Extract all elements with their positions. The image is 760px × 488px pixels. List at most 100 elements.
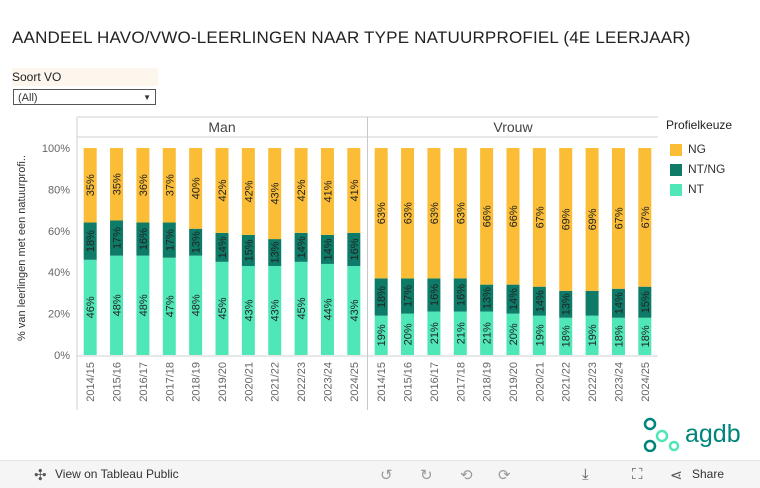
data-label: 35% (85, 174, 97, 196)
legend-item-nt[interactable]: NT (670, 182, 704, 196)
legend-label-nt-ng: NT/NG (688, 162, 726, 176)
bar-vrouw-nt (480, 311, 494, 355)
bar-man-nt (268, 265, 282, 355)
bar-man-nt-ng (347, 232, 361, 266)
data-label: 43% (349, 299, 361, 321)
legend-swatch-ng (670, 143, 682, 156)
bar-man-nt (162, 257, 176, 355)
data-label: 48% (138, 294, 150, 316)
share-button[interactable]: Share (692, 467, 725, 481)
bar-man-ng (268, 148, 282, 240)
data-label: 19% (534, 324, 546, 346)
filter-value: (All) (18, 92, 38, 104)
bar-man-nt (215, 261, 229, 355)
filter-label: Soort VO (12, 68, 158, 86)
undo-icon[interactable]: ↺ (380, 467, 393, 484)
data-label: 21% (429, 322, 441, 344)
legend-item-nt-ng[interactable]: NT/NG (670, 162, 725, 176)
bar-man-nt (347, 265, 361, 355)
bar-vrouw-nt-ng (532, 286, 546, 316)
x-tick-label: 2023/24 (322, 362, 334, 402)
panel-header-man: Man (208, 119, 235, 135)
bar-vrouw-nt-ng (638, 286, 652, 318)
legend-swatch-nt-ng (670, 163, 682, 176)
fullscreen-icon[interactable]: ⛶ (632, 466, 643, 483)
bar-vrouw-nt (427, 311, 441, 355)
x-tick-label: 2014/15 (376, 362, 388, 402)
bar-man-nt (294, 261, 308, 355)
data-label: 42% (217, 179, 229, 201)
data-label: 21% (455, 322, 467, 344)
legend-item-ng[interactable]: NG (670, 142, 706, 156)
data-label: 43% (243, 299, 255, 321)
bar-vrouw-ng (559, 148, 573, 291)
data-label: 14% (322, 238, 334, 260)
x-tick-label: 2024/25 (349, 362, 361, 402)
bar-vrouw-nt-ng (427, 278, 441, 312)
bar-vrouw-nt (506, 313, 520, 355)
chevron-down-icon: ▼ (143, 93, 151, 102)
data-label: 18% (561, 325, 573, 347)
bar-vrouw-ng (480, 148, 494, 285)
refresh-icon[interactable]: ⟳ (498, 467, 511, 484)
data-label: 17% (403, 285, 415, 307)
redo-icon[interactable]: ↻ (420, 467, 433, 484)
data-label: 44% (322, 298, 334, 320)
data-label: 67% (534, 206, 546, 228)
x-tick-label: 2018/19 (191, 362, 203, 402)
legend-title: Profielkeuze (666, 118, 733, 132)
bar-man-ng (83, 148, 97, 223)
bar-man-ng (294, 148, 308, 233)
bar-vrouw-nt-ng (611, 288, 625, 318)
x-tick-label: 2021/22 (270, 362, 282, 402)
data-label: 40% (191, 177, 203, 199)
data-label: 15% (640, 291, 652, 313)
tableau-icon: ✣ (34, 467, 47, 484)
data-label: 36% (138, 174, 150, 196)
bar-vrouw-nt (401, 313, 415, 355)
bar-vrouw-nt (611, 317, 625, 355)
bar-vrouw-nt-ng (453, 278, 467, 312)
bar-man-nt (320, 263, 334, 355)
x-tick-label: 2015/16 (112, 362, 124, 402)
bar-man-ng (136, 148, 150, 223)
bar-man-nt-ng (241, 234, 255, 266)
data-label: 19% (376, 324, 388, 346)
bar-man-nt-ng (268, 239, 282, 266)
data-label: 43% (270, 299, 282, 321)
bar-man-nt (110, 255, 124, 355)
data-label: 66% (482, 205, 494, 227)
data-label: 48% (191, 294, 203, 316)
data-label: 14% (613, 292, 625, 314)
bar-man-ng (162, 148, 176, 223)
bar-vrouw-ng (374, 148, 388, 279)
bar-vrouw-nt (453, 311, 467, 355)
data-label: 21% (482, 322, 494, 344)
data-label: 18% (376, 286, 388, 308)
x-tick-label: 2017/18 (455, 362, 467, 402)
bar-vrouw-nt (374, 315, 388, 355)
bar-vrouw-ng (427, 148, 441, 279)
data-label: 63% (376, 202, 388, 224)
data-label: 19% (587, 324, 599, 346)
data-label: 13% (270, 241, 282, 263)
data-label: 66% (508, 205, 520, 227)
data-label: 41% (349, 179, 361, 201)
data-label: 17% (112, 227, 124, 249)
data-label: 67% (640, 206, 652, 228)
soort-vo-dropdown[interactable]: (All) ▼ (13, 89, 156, 105)
data-label: 45% (217, 297, 229, 319)
data-label: 69% (587, 208, 599, 230)
bar-vrouw-ng (401, 148, 415, 279)
chart-title: AANDEEL HAVO/VWO-LEERLINGEN NAAR TYPE NA… (12, 28, 691, 47)
x-tick-label: 2016/17 (429, 362, 441, 402)
bar-vrouw-nt (559, 317, 573, 355)
bar-vrouw-nt-ng (506, 284, 520, 314)
share-icon[interactable]: ⋖ (670, 467, 683, 484)
bar-vrouw-nt-ng (374, 278, 388, 316)
data-label: 35% (112, 173, 124, 195)
x-tick-label: 2022/23 (296, 362, 308, 402)
revert-icon[interactable]: ⟲ (460, 467, 473, 484)
download-icon[interactable]: ⤓ (582, 466, 589, 483)
view-on-tableau-link[interactable]: View on Tableau Public (55, 467, 179, 481)
